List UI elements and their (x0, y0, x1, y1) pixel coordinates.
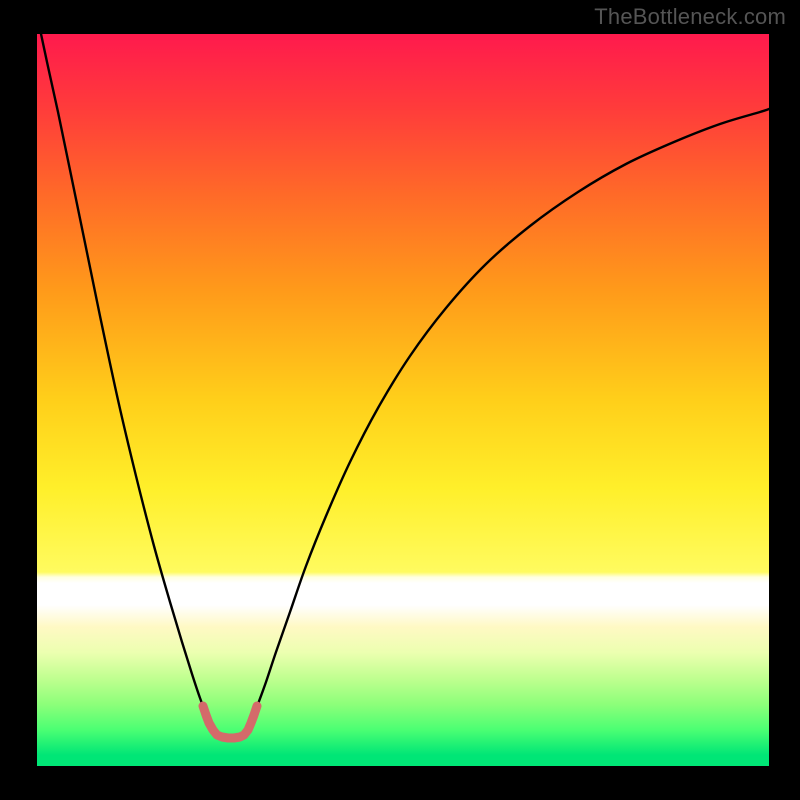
plot-background (37, 34, 769, 766)
chart-container: TheBottleneck.com (0, 0, 800, 800)
watermark-text: TheBottleneck.com (594, 4, 786, 30)
chart-svg (0, 0, 800, 800)
